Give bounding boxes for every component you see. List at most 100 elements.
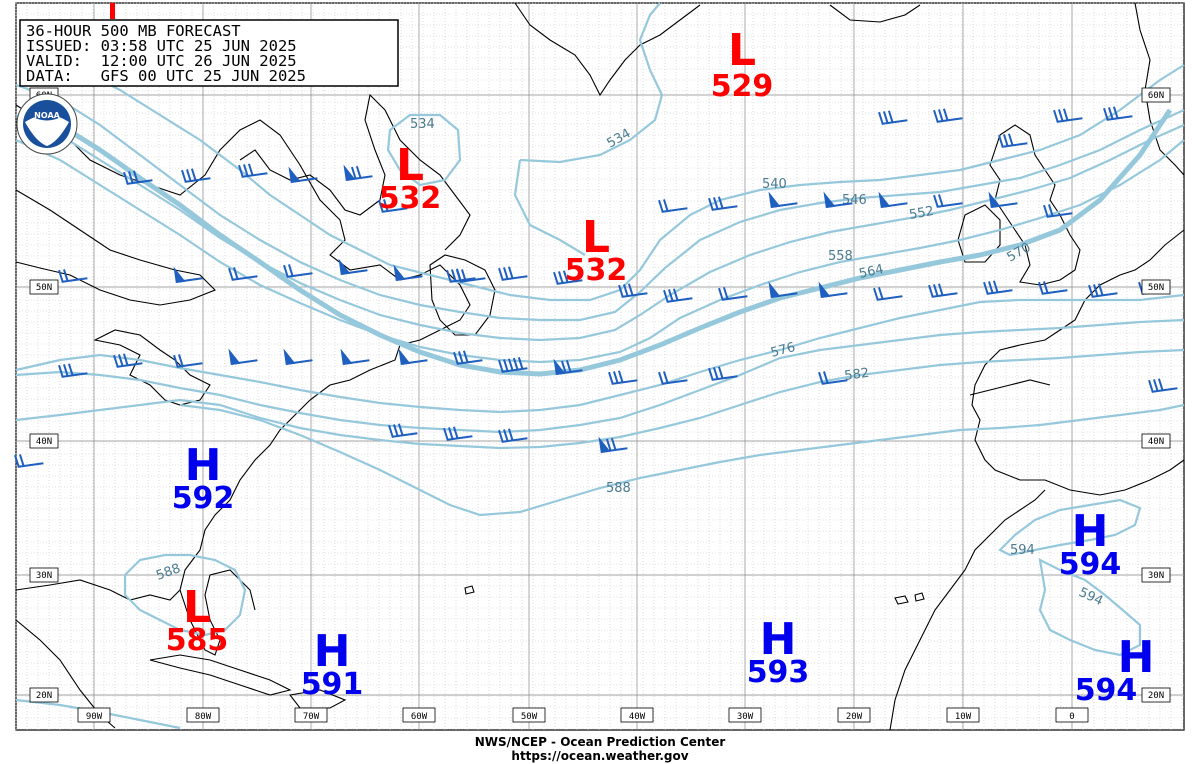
longitude-label: 40W <box>629 712 646 722</box>
forecast-header: 36-HOUR 500 MB FORECAST ISSUED: 03:58 UT… <box>19 3 399 87</box>
header-title: 36-HOUR 500 MB FORECAST <box>26 22 241 40</box>
footer-agency: NWS/NCEP - Ocean Prediction Center <box>475 735 726 749</box>
latitude-label: 20N <box>1148 691 1164 701</box>
wind-barb <box>14 454 44 468</box>
coastline-hispaniola <box>289 689 347 709</box>
wind-barb <box>388 423 418 438</box>
wind-barb <box>338 258 368 276</box>
contour-label: 552 <box>908 204 935 223</box>
coastline-canary <box>894 595 909 605</box>
wind-barb <box>446 268 476 283</box>
low-center-letter: L <box>728 25 756 76</box>
longitude-label-box <box>512 707 546 723</box>
latitude-label: 30N <box>36 571 52 581</box>
longitude-label-box <box>402 707 436 723</box>
latitude-label: 40N <box>36 437 52 447</box>
wind-barb <box>453 350 483 365</box>
wind-barb <box>878 191 908 209</box>
wind-barb <box>393 264 423 282</box>
wind-barb <box>343 164 373 182</box>
coastline-greenland <box>514 2 701 97</box>
wind-barb <box>608 370 638 385</box>
wind-barb <box>718 287 748 301</box>
header-issued: ISSUED: 03:58 UTC 25 JUN 2025 <box>26 37 297 55</box>
wind-barb <box>1103 106 1133 121</box>
coastline-iberia-north <box>969 379 1051 396</box>
coastline-africa <box>889 489 1046 731</box>
wind-barb <box>58 269 88 283</box>
wind-barb <box>228 348 258 366</box>
latitude-label: 50N <box>1148 283 1164 293</box>
contour-588 <box>179 403 1185 517</box>
high-center-value: 592 <box>172 481 235 516</box>
contour-546 <box>15 83 1185 322</box>
longitude-label: 70W <box>303 712 320 722</box>
low-center-value: 532 <box>379 181 442 216</box>
footer-url: https://ocean.weather.gov <box>511 749 688 763</box>
wind-barb <box>378 199 408 213</box>
contour-564-jet <box>58 108 1173 377</box>
high-center-letter: H <box>185 440 222 491</box>
wind-barb <box>498 357 528 373</box>
contour-label: 534 <box>410 117 435 132</box>
longitude-label: 50W <box>521 712 538 722</box>
wind-barb <box>618 283 648 298</box>
longitude-label: 20W <box>846 712 863 722</box>
wind-barb <box>933 194 963 208</box>
contour-label: 594 <box>1010 543 1035 558</box>
wind-barb <box>283 348 313 366</box>
wind-barb <box>878 110 908 125</box>
wind-barb <box>928 283 958 298</box>
wind-barb <box>658 371 688 385</box>
high-center-value: 591 <box>301 667 364 702</box>
contour-570 <box>15 293 1185 414</box>
header-marker <box>110 3 115 19</box>
coastline-europe <box>971 229 1185 496</box>
noaa-logo-text: NOAA <box>34 111 60 120</box>
latitude-label-box <box>1141 433 1171 449</box>
high-center-value: 593 <box>747 655 810 690</box>
wind-barb <box>598 436 628 454</box>
longitude-label: 80W <box>195 712 212 722</box>
longitude-label-box <box>294 707 328 723</box>
lat-lon-grid <box>15 2 1184 730</box>
wind-barb <box>1053 108 1083 123</box>
longitude-label-box <box>77 707 111 723</box>
wind-barb <box>1043 204 1073 218</box>
coastline-cuba <box>149 654 292 696</box>
contour-558 <box>15 138 1185 364</box>
longitude-label: 10W <box>955 712 972 722</box>
header-data: DATA: GFS 00 UTC 25 JUN 2025 <box>26 67 306 85</box>
wind-barb <box>658 199 688 213</box>
latitude-label: 30N <box>1148 571 1164 581</box>
wind-barb <box>288 166 318 184</box>
latitude-label: 60N <box>1148 91 1164 101</box>
wind-barb <box>1088 283 1118 298</box>
wind-barb <box>58 363 88 378</box>
wind-barb <box>873 287 903 301</box>
contour-534-west <box>513 159 586 256</box>
high-center-value: 594 <box>1059 547 1122 582</box>
latitude-label-box <box>1141 87 1171 103</box>
high-center-letter: H <box>1072 506 1109 557</box>
wind-barb <box>933 108 963 123</box>
wind-barb <box>173 266 203 284</box>
latitude-label-box <box>1141 279 1171 295</box>
wind-barb <box>443 426 473 441</box>
high-center-letter: H <box>314 626 351 677</box>
wind-barb <box>173 354 203 368</box>
noaa-logo: NOAA <box>16 93 78 155</box>
high-center-letter: H <box>760 614 797 665</box>
coastline-canary-2 <box>914 592 925 602</box>
longitude-label: 0 <box>1069 712 1074 722</box>
low-center-letter: L <box>396 140 424 191</box>
wind-barb <box>123 170 153 185</box>
wind-barb <box>708 366 738 381</box>
latitude-label-box <box>29 687 59 703</box>
contour-label: 540 <box>762 177 787 192</box>
wind-barb <box>498 428 528 443</box>
height-contours <box>15 2 1185 730</box>
coastline-newfoundland <box>429 254 496 336</box>
longitude-label-box <box>620 707 654 723</box>
low-center-value: 585 <box>166 623 229 658</box>
